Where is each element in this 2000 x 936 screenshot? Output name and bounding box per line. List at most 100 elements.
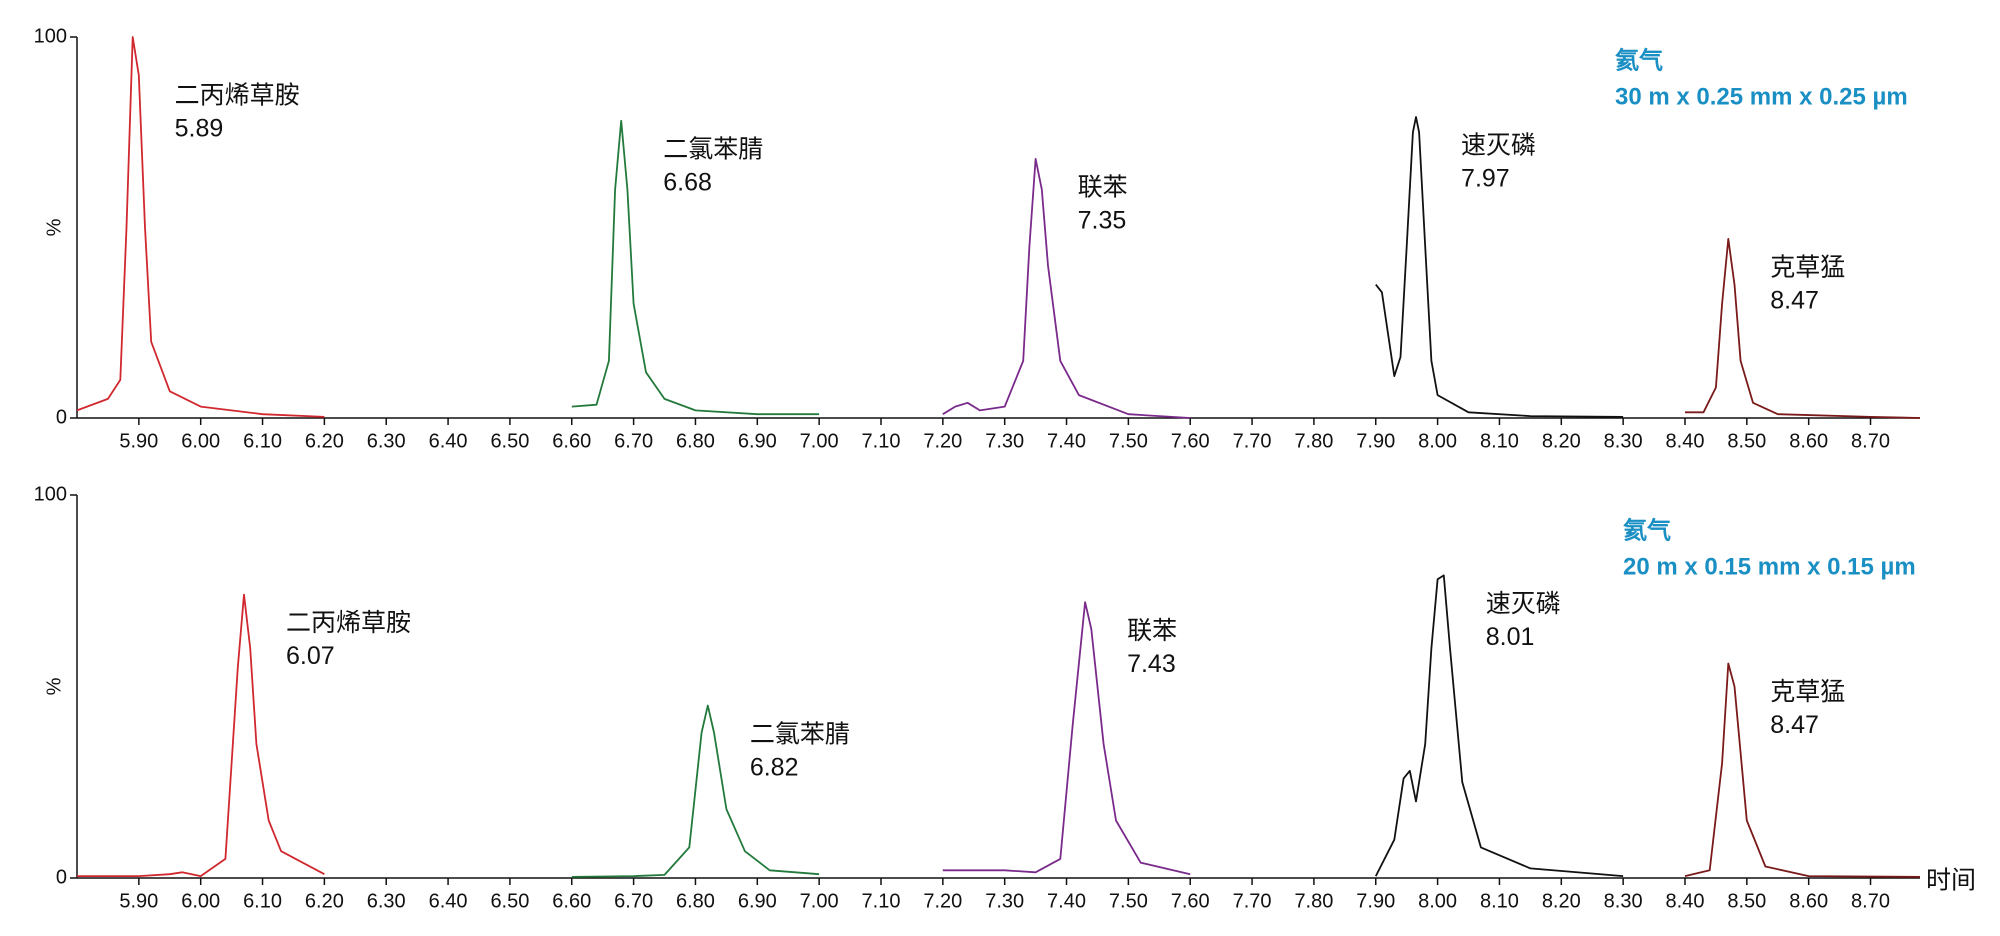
x-tick-label: 8.60 [1789, 430, 1828, 452]
x-tick-label: 6.20 [305, 430, 344, 452]
peak-name: 二丙烯草胺 [175, 82, 300, 110]
x-tick-label: 7.00 [800, 430, 839, 452]
x-tick-label: 7.60 [1171, 430, 1210, 452]
x-tick-label: 7.50 [1109, 890, 1148, 912]
trace [1374, 574, 1624, 877]
x-axis-label: 时间 [1926, 867, 1976, 895]
x-tick-label: 7.70 [1233, 890, 1272, 912]
y-tick-label: 0 [56, 866, 67, 888]
x-tick-label: 6.50 [490, 430, 529, 452]
x-tick-label: 8.60 [1789, 890, 1828, 912]
x-tick-label: 7.90 [1356, 430, 1395, 452]
x-tick-label: 8.40 [1666, 890, 1705, 912]
retention-time: 8.47 [1770, 287, 1819, 315]
y-tick-label: 100 [34, 25, 67, 47]
retention-time: 8.01 [1486, 623, 1535, 651]
x-tick-label: 7.30 [985, 430, 1024, 452]
x-tick-label: 8.50 [1727, 430, 1766, 452]
x-tick-label: 8.30 [1604, 430, 1643, 452]
x-tick-label: 5.90 [119, 430, 158, 452]
x-tick-label: 6.40 [429, 430, 468, 452]
x-tick-label: 8.50 [1727, 890, 1766, 912]
x-tick-label: 7.20 [923, 430, 962, 452]
x-tick-label: 7.00 [800, 890, 839, 912]
y-axis-label: % [43, 218, 65, 236]
x-tick-label: 7.90 [1356, 890, 1395, 912]
retention-time: 7.35 [1078, 207, 1127, 235]
x-tick-label: 7.80 [1294, 430, 1333, 452]
x-tick-label: 6.80 [676, 890, 715, 912]
retention-time: 6.82 [750, 753, 799, 781]
trace [76, 36, 325, 418]
trace [1685, 238, 1921, 419]
retention-time: 6.07 [286, 642, 335, 670]
trace [942, 601, 1191, 876]
x-tick-label: 6.00 [181, 430, 220, 452]
column-spec: 20 m x 0.15 mm x 0.15 µm [1623, 553, 1916, 580]
x-tick-label: 6.90 [738, 890, 777, 912]
x-tick-label: 6.70 [614, 890, 653, 912]
peak-name: 二丙烯草胺 [286, 609, 411, 637]
x-tick-label: 7.10 [862, 890, 901, 912]
x-tick-label: 7.80 [1294, 890, 1333, 912]
x-tick-label: 8.30 [1604, 890, 1643, 912]
x-tick-label: 7.40 [1047, 430, 1086, 452]
retention-time: 5.89 [175, 115, 224, 143]
trace [571, 119, 820, 416]
peak-name: 二氯苯腈 [750, 720, 850, 748]
trace [942, 158, 1191, 419]
x-tick-label: 8.00 [1418, 890, 1457, 912]
x-tick-label: 6.20 [305, 890, 344, 912]
x-tick-label: 7.50 [1109, 430, 1148, 452]
x-tick-label: 6.90 [738, 430, 777, 452]
x-tick-label: 6.10 [243, 430, 282, 452]
x-tick-label: 6.30 [367, 890, 406, 912]
retention-time: 8.47 [1770, 711, 1819, 739]
x-tick-label: 8.00 [1418, 430, 1457, 452]
x-tick-label: 6.10 [243, 890, 282, 912]
x-tick-label: 8.20 [1542, 430, 1581, 452]
x-tick-label: 8.10 [1480, 430, 1519, 452]
y-tick-label: 100 [34, 483, 67, 505]
x-tick-label: 8.70 [1851, 890, 1890, 912]
x-tick-label: 6.60 [552, 890, 591, 912]
retention-time: 7.43 [1127, 650, 1176, 678]
trace [1684, 662, 1921, 878]
y-axis-label: % [43, 677, 65, 695]
x-tick-label: 7.10 [862, 430, 901, 452]
x-tick-label: 7.30 [985, 890, 1024, 912]
x-tick-label: 6.30 [367, 430, 406, 452]
x-tick-label: 6.80 [676, 430, 715, 452]
trace [1375, 116, 1624, 418]
x-tick-label: 7.60 [1171, 890, 1210, 912]
x-tick-label: 7.70 [1233, 430, 1272, 452]
x-tick-label: 6.50 [490, 890, 529, 912]
x-tick-label: 8.40 [1666, 430, 1705, 452]
y-tick-label: 0 [56, 406, 67, 428]
x-tick-label: 8.70 [1851, 430, 1890, 452]
trace [571, 704, 820, 878]
peak-name: 克草猛 [1770, 678, 1845, 706]
peak-name: 联苯 [1078, 174, 1128, 202]
peak-name: 克草猛 [1770, 254, 1845, 282]
x-tick-label: 6.40 [429, 890, 468, 912]
x-tick-label: 7.20 [923, 890, 962, 912]
trace [77, 593, 325, 877]
retention-time: 6.68 [663, 168, 712, 196]
carrier-gas: 氦气 [1615, 46, 1663, 74]
retention-time: 7.97 [1461, 165, 1510, 193]
peak-name: 速灭磷 [1461, 132, 1536, 160]
column-spec: 30 m x 0.25 mm x 0.25 µm [1615, 83, 1908, 110]
x-tick-label: 7.40 [1047, 890, 1086, 912]
x-tick-label: 6.70 [614, 430, 653, 452]
x-tick-label: 5.90 [119, 890, 158, 912]
x-tick-label: 6.60 [552, 430, 591, 452]
x-tick-label: 8.20 [1542, 890, 1581, 912]
x-tick-label: 8.10 [1480, 890, 1519, 912]
carrier-gas: 氦气 [1623, 516, 1671, 544]
x-tick-label: 6.00 [181, 890, 220, 912]
peak-name: 联苯 [1127, 617, 1177, 645]
peak-name: 二氯苯腈 [663, 135, 763, 163]
peak-name: 速灭磷 [1486, 590, 1561, 618]
